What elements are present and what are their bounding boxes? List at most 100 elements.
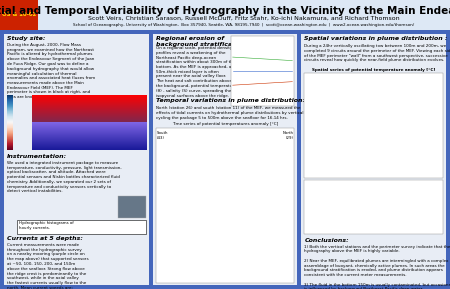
Bar <box>32 115 147 116</box>
Bar <box>7 120 13 121</box>
Bar <box>32 134 147 135</box>
Text: Current measurements were made
throughout the hydrographic survey
on a nearby mo: Current measurements were made throughou… <box>7 243 89 289</box>
Bar <box>32 125 147 126</box>
Bar <box>7 107 13 108</box>
Bar <box>32 130 147 131</box>
Bar <box>7 133 13 134</box>
Text: Spatial variations in plume distribution :: Spatial variations in plume distribution… <box>304 36 448 41</box>
Bar <box>7 97 13 98</box>
Bar <box>32 145 147 146</box>
Text: Currents at 5 depths:: Currents at 5 depths: <box>7 236 83 241</box>
Bar <box>7 102 13 103</box>
Bar <box>32 111 147 112</box>
Bar <box>32 148 147 149</box>
Text: North
(29): North (29) <box>282 131 293 140</box>
Bar <box>156 128 294 283</box>
Text: During a 24hr vertically oscillating tow between 100m and 200m, we
completed 9 c: During a 24hr vertically oscillating tow… <box>304 44 450 62</box>
Bar <box>32 98 147 99</box>
Bar <box>7 105 13 106</box>
Bar <box>32 132 147 133</box>
Bar <box>32 122 147 123</box>
Bar <box>7 116 13 117</box>
Text: We used a integrated instrument package to measure
temperature, conductivity, pr: We used a integrated instrument package … <box>7 161 122 194</box>
Text: 1) Both the vertical stations and the perimeter survey indicate that the
hydrogr: 1) Both the vertical stations and the pe… <box>304 244 450 289</box>
Bar <box>32 112 147 113</box>
Bar <box>7 122 13 123</box>
Text: On a regional scale, potential density
profiles reveal a weakening of the
Northe: On a regional scale, potential density p… <box>156 46 236 97</box>
Bar <box>7 100 13 101</box>
Bar <box>4 34 149 285</box>
Bar <box>7 138 13 139</box>
Bar <box>32 147 147 148</box>
Bar <box>7 137 13 138</box>
Bar <box>7 123 13 124</box>
Text: Spatial and Temporal Variability of Hydrography in the Vicinity of the Main Ende: Spatial and Temporal Variability of Hydr… <box>0 6 450 16</box>
Bar <box>7 136 13 137</box>
Bar <box>32 119 147 120</box>
Bar <box>7 132 13 133</box>
Bar <box>7 96 13 97</box>
Text: Regional erosion of
background stratification:: Regional erosion of background stratific… <box>156 36 248 47</box>
Bar <box>7 117 13 118</box>
Bar <box>7 113 13 114</box>
Bar <box>32 141 147 142</box>
Text: South
(43): South (43) <box>157 131 168 140</box>
Bar <box>32 106 147 107</box>
Bar <box>7 143 13 144</box>
Bar <box>32 123 147 124</box>
Bar <box>7 142 13 143</box>
Bar <box>7 110 13 111</box>
Bar <box>32 117 147 118</box>
Bar <box>32 110 147 111</box>
Text: School of Oceanography, University of Washington,  Box 357940, Seattle, WA, 9819: School of Oceanography, University of Wa… <box>73 23 414 27</box>
Bar <box>7 98 13 99</box>
Text: Hydrographic histograms of
hourly currents.: Hydrographic histograms of hourly curren… <box>19 221 74 229</box>
Bar <box>32 101 147 102</box>
Bar <box>32 121 147 122</box>
Bar <box>32 105 147 106</box>
Bar <box>32 126 147 127</box>
Bar <box>32 114 147 115</box>
Bar <box>32 95 147 96</box>
Bar <box>32 129 147 130</box>
Bar <box>7 147 13 148</box>
Bar <box>7 148 13 149</box>
Bar <box>32 138 147 139</box>
Bar <box>32 118 147 119</box>
Bar <box>7 149 13 150</box>
Text: Conclusions:: Conclusions: <box>304 238 349 242</box>
Bar <box>7 125 13 126</box>
Bar <box>32 113 147 114</box>
Text: Temporal variations in plume distribution:: Temporal variations in plume distributio… <box>156 98 305 103</box>
Bar <box>153 34 297 285</box>
Bar <box>117 196 146 218</box>
Bar <box>32 95 147 150</box>
Text: During the August, 2000, Flow Mass
program, we examined how the Northeast
Pacifi: During the August, 2000, Flow Mass progr… <box>7 43 95 99</box>
Bar <box>7 108 13 109</box>
Text: Study site:: Study site: <box>7 36 45 41</box>
Bar <box>7 115 13 116</box>
Bar <box>7 144 13 145</box>
Bar <box>32 142 147 143</box>
Bar <box>0 0 38 30</box>
Text: Scott Veirs, Christian Sarason, Russell McDuff, Fritz Stahr, Ko-ichi Nakamura, a: Scott Veirs, Christian Sarason, Russell … <box>88 16 400 21</box>
Bar <box>32 102 147 103</box>
Bar <box>7 126 13 127</box>
Bar <box>7 95 13 96</box>
Bar <box>32 108 147 109</box>
Bar <box>32 96 147 97</box>
Bar <box>7 145 13 146</box>
Bar <box>32 137 147 138</box>
Bar <box>7 106 13 107</box>
Bar <box>7 128 13 129</box>
Bar <box>32 124 147 125</box>
Bar <box>7 129 13 130</box>
Bar <box>32 127 147 128</box>
Text: OS & 10-02: OS & 10-02 <box>2 12 36 18</box>
Bar <box>7 109 13 110</box>
Bar <box>32 140 147 141</box>
Bar <box>302 34 446 285</box>
Text: North (station 26) and south (station 11) of the MEF, we measured the
effects of: North (station 26) and south (station 11… <box>156 106 307 119</box>
Bar <box>32 144 147 145</box>
Bar <box>7 118 13 119</box>
